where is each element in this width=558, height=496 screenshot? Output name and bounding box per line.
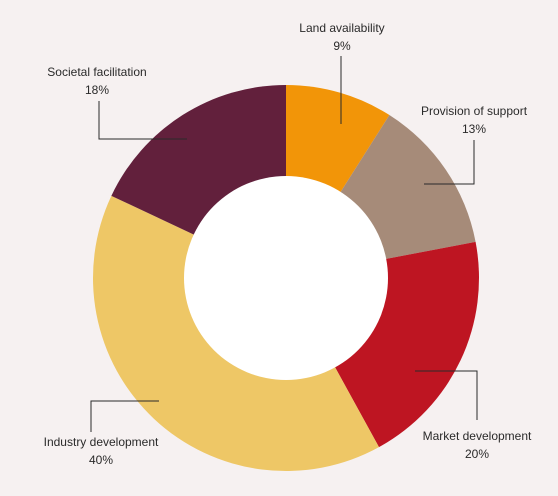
leader-lines <box>90 56 478 432</box>
leader-market-development <box>415 370 478 420</box>
label-market-development: Market development <box>423 429 532 443</box>
label-societal-facilitation: Societal facilitation <box>47 65 146 79</box>
value-provision-of-support: 13% <box>462 122 486 136</box>
leader-provision-of-support <box>424 140 475 185</box>
label-provision-of-support: Provision of support <box>421 104 528 118</box>
leader-societal-facilitation <box>98 101 187 140</box>
label-industry-development: Industry development <box>44 435 159 449</box>
leader-industry-development <box>90 400 159 432</box>
value-societal-facilitation: 18% <box>85 83 109 97</box>
value-land-availability: 9% <box>333 39 351 53</box>
label-land-availability: Land availability <box>299 21 384 35</box>
slice-labels: Land availability 9% Provision of support 1… <box>44 21 532 467</box>
value-market-development: 20% <box>465 447 489 461</box>
donut-hole <box>184 176 388 380</box>
value-industry-development: 40% <box>89 453 113 467</box>
